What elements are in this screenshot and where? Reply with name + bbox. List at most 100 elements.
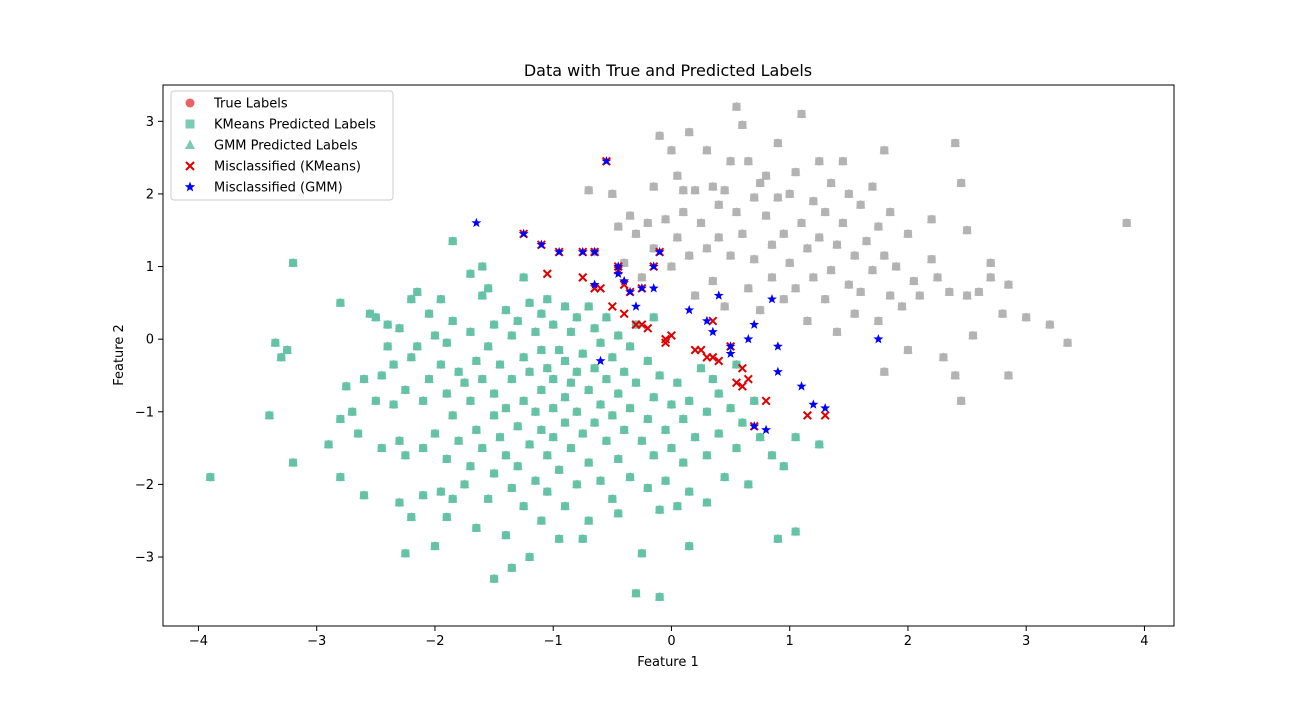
data-point bbox=[270, 337, 281, 347]
data-point bbox=[802, 243, 813, 253]
legend-x-marker bbox=[185, 161, 195, 171]
data-point bbox=[483, 283, 493, 293]
data-point bbox=[672, 377, 683, 387]
data-point bbox=[589, 363, 600, 373]
data-point bbox=[507, 374, 517, 384]
data-point bbox=[613, 221, 624, 231]
data-point bbox=[583, 185, 594, 195]
misclassified-gmm-point bbox=[648, 283, 659, 293]
y-axis-label: Feature 2 bbox=[112, 324, 127, 386]
misclassified-gmm-point bbox=[808, 399, 819, 409]
misclassified-gmm-point bbox=[761, 424, 771, 435]
x-tick-label: 4 bbox=[1140, 634, 1148, 649]
data-point bbox=[572, 479, 582, 489]
x-tick-label: 3 bbox=[1022, 634, 1030, 649]
data-point bbox=[418, 395, 428, 406]
x-axis-label: Feature 1 bbox=[637, 655, 699, 670]
misclassified-gmm-point bbox=[536, 239, 547, 249]
data-point bbox=[477, 374, 488, 384]
data-point bbox=[956, 395, 966, 406]
data-point bbox=[554, 533, 564, 544]
data-point bbox=[595, 475, 606, 485]
legend-label: GMM Predicted Labels bbox=[214, 139, 358, 154]
data-point bbox=[335, 414, 346, 424]
data-point bbox=[755, 178, 765, 188]
data-point bbox=[814, 156, 825, 166]
data-point bbox=[613, 388, 624, 398]
data-point bbox=[459, 479, 470, 489]
data-point bbox=[619, 424, 629, 435]
data-point bbox=[477, 443, 488, 453]
data-point bbox=[719, 185, 730, 195]
data-point bbox=[548, 374, 559, 384]
data-point bbox=[678, 207, 689, 217]
data-point bbox=[654, 130, 665, 141]
data-point bbox=[601, 312, 612, 322]
data-point bbox=[814, 232, 825, 242]
data-point bbox=[512, 421, 523, 431]
data-point bbox=[849, 308, 860, 318]
data-point bbox=[838, 156, 848, 166]
data-point bbox=[430, 330, 440, 340]
data-point bbox=[400, 384, 411, 395]
data-point bbox=[400, 450, 411, 460]
data-point bbox=[394, 497, 405, 507]
misclassified-gmm-point bbox=[749, 319, 760, 329]
data-point bbox=[968, 330, 978, 340]
data-point bbox=[749, 192, 760, 202]
data-point bbox=[323, 439, 334, 449]
data-point bbox=[583, 384, 594, 395]
data-point bbox=[447, 410, 458, 420]
data-point bbox=[607, 493, 618, 504]
data-point bbox=[725, 250, 736, 260]
misclassified-kmeans-point bbox=[619, 280, 629, 290]
data-point bbox=[288, 257, 298, 268]
data-point bbox=[719, 301, 730, 311]
data-point bbox=[518, 395, 529, 406]
data-point bbox=[524, 439, 535, 449]
data-point bbox=[855, 199, 866, 210]
data-point bbox=[702, 145, 712, 155]
data-point bbox=[684, 395, 694, 406]
misclassified-gmm-point bbox=[701, 315, 712, 326]
data-point bbox=[814, 439, 825, 449]
misclassified-gmm-point bbox=[471, 217, 482, 228]
misclassified-gmm-point bbox=[636, 283, 647, 293]
data-point bbox=[548, 432, 559, 442]
data-point bbox=[749, 395, 760, 406]
legend-label: True Labels bbox=[213, 97, 288, 112]
y-tick-label: 3 bbox=[146, 115, 154, 130]
data-point bbox=[731, 443, 742, 453]
data-point bbox=[696, 363, 706, 373]
data-point bbox=[542, 363, 553, 373]
data-point bbox=[572, 406, 582, 416]
misclassified-gmm-point bbox=[684, 304, 695, 315]
data-point bbox=[743, 283, 754, 293]
data-point bbox=[1045, 319, 1055, 329]
legend-label: KMeans Predicted Labels bbox=[214, 118, 376, 133]
data-point bbox=[489, 468, 499, 478]
data-point bbox=[761, 210, 771, 220]
chart-title: Data with True and Predicted Labels bbox=[524, 61, 812, 80]
data-point bbox=[607, 188, 618, 199]
misclassified-kmeans-point bbox=[637, 320, 647, 330]
data-point bbox=[802, 316, 813, 326]
misclassified-kmeans-point bbox=[737, 363, 747, 373]
data-point bbox=[507, 562, 517, 573]
data-point bbox=[826, 178, 836, 188]
data-point bbox=[388, 359, 399, 369]
data-point bbox=[731, 207, 742, 217]
data-point bbox=[542, 450, 553, 460]
data-point bbox=[713, 232, 724, 242]
x-tick-label: −1 bbox=[544, 634, 563, 649]
data-point bbox=[589, 417, 600, 427]
legend-entry: GMM Predicted Labels bbox=[185, 139, 358, 154]
data-point bbox=[914, 290, 925, 300]
misclassified-gmm-point bbox=[619, 275, 630, 286]
data-point bbox=[844, 188, 854, 199]
data-point bbox=[678, 185, 689, 195]
data-point bbox=[737, 119, 748, 130]
data-point bbox=[678, 457, 689, 467]
data-point bbox=[784, 257, 795, 268]
data-point bbox=[441, 512, 452, 522]
